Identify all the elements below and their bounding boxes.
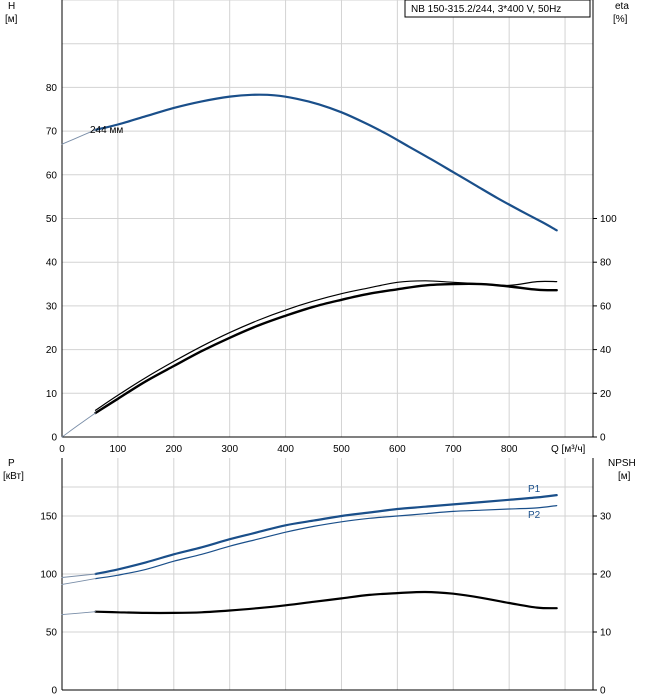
right-tick-label: 40: [600, 345, 612, 356]
series-line-eta-thin: [94, 280, 558, 411]
series-line-h-ext: [61, 129, 96, 145]
left-tick-label: 10: [46, 389, 58, 400]
chart-title: NB 150-315.2/244, 3*400 V, 50Hz: [411, 4, 561, 15]
p1-series-label: P1: [528, 484, 541, 495]
right-tick-label: 30: [600, 512, 612, 523]
series-line-npsh-ext: [61, 611, 96, 616]
series-line-eta-ext: [61, 412, 96, 438]
right-tick-label: 0: [600, 686, 606, 697]
x-tick-label: 700: [445, 444, 462, 455]
x-tick-label: 300: [221, 444, 238, 455]
right-tick-label: 100: [600, 214, 617, 225]
left-tick-label: 50: [46, 214, 58, 225]
series-line-npsh: [94, 590, 558, 615]
title-box: [404, 0, 591, 18]
x-tick-label: 500: [333, 444, 350, 455]
left-tick-label: 20: [46, 345, 58, 356]
left-tick-label: 80: [46, 83, 58, 94]
x-tick-label: 0: [59, 444, 65, 455]
left-tick-label: 30: [46, 301, 58, 312]
npsh-axis-unit: [м]: [618, 471, 631, 482]
top-grid: [62, 0, 593, 438]
p-axis-label: P: [8, 458, 15, 469]
h-axis-unit: [м]: [5, 14, 18, 25]
left-tick-label: 0: [51, 433, 57, 444]
x-tick-label: 200: [165, 444, 182, 455]
right-tick-label: 10: [600, 628, 612, 639]
series-line-eta-thick: [94, 282, 558, 415]
x-tick-label: 100: [110, 444, 127, 455]
left-tick-label: 70: [46, 127, 58, 138]
x-tick-label: 800: [501, 444, 518, 455]
h-axis-label: H: [8, 1, 15, 12]
left-tick-label: 50: [46, 628, 58, 639]
right-tick-label: 20: [600, 389, 612, 400]
impeller-annotation: 244 мм: [90, 125, 123, 136]
series-line-p1: [94, 494, 558, 576]
series-line-p2-ext: [61, 578, 96, 585]
left-tick-label: 40: [46, 258, 58, 269]
right-tick-label: 20: [600, 570, 612, 581]
series-line-p2: [94, 505, 558, 580]
p-axis-unit: [кВт]: [3, 471, 24, 482]
bottom-tick-labels: 0 50 100 150 0 10 20 30: [40, 512, 611, 697]
series-line-h: [94, 93, 558, 232]
p2-series-label: P2: [528, 510, 541, 521]
left-tick-label: 60: [46, 170, 58, 181]
q-axis-label: Q [м³/ч]: [551, 444, 586, 455]
left-tick-label: 150: [40, 512, 57, 523]
right-tick-label: 60: [600, 301, 612, 312]
eta-axis-unit: [%]: [613, 14, 628, 25]
left-tick-label: 100: [40, 570, 57, 581]
right-tick-label: 80: [600, 258, 612, 269]
right-tick-label: 0: [600, 433, 606, 444]
series-line-p1-ext: [61, 573, 96, 578]
eta-axis-label: eta: [615, 1, 629, 12]
x-tick-label: 400: [277, 444, 294, 455]
left-tick-label: 0: [51, 686, 57, 697]
bottom-grid: [62, 458, 593, 691]
npsh-axis-label: NPSH: [608, 458, 636, 469]
series-layer: [61, 93, 558, 616]
x-tick-label: 600: [389, 444, 406, 455]
